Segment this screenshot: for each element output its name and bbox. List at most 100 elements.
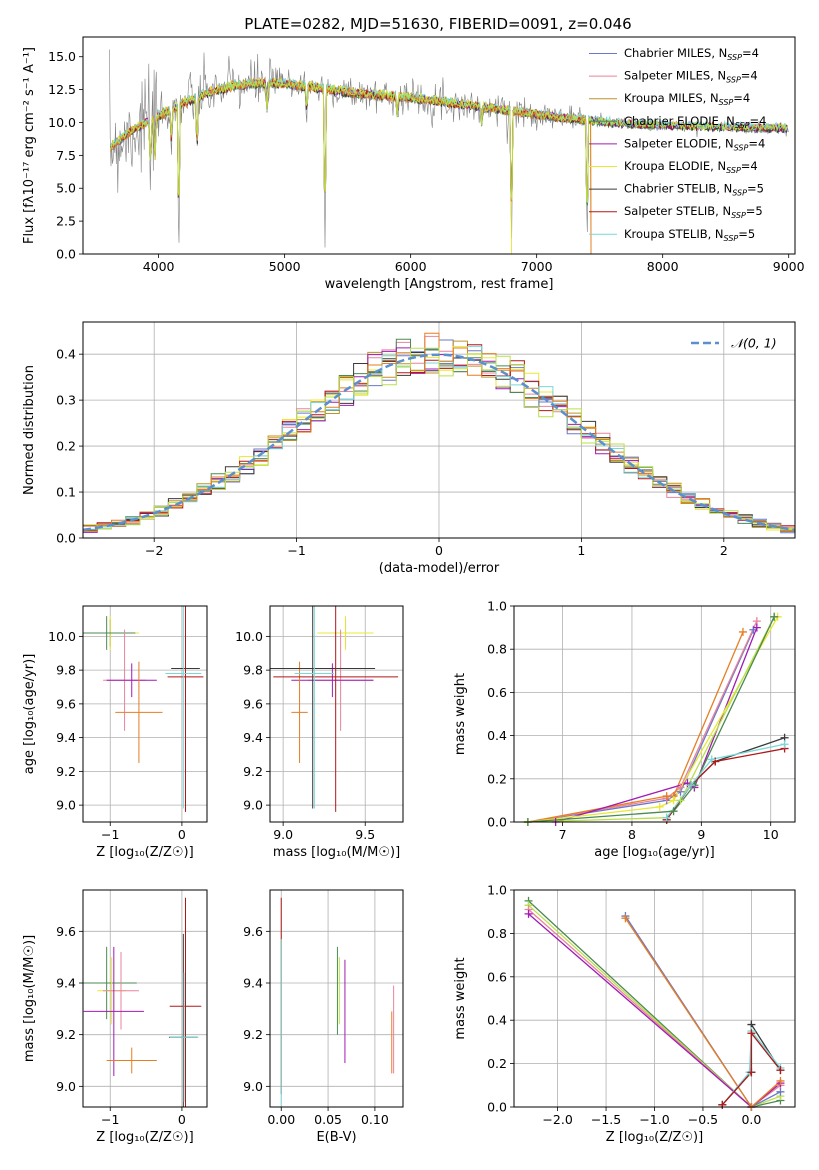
x-tick-label: 7: [559, 827, 567, 842]
y-tick-label: 9.0: [243, 798, 263, 813]
series-line-chabrier_miles: [624, 915, 781, 1107]
y-tick-label: 0.2: [487, 1056, 507, 1071]
series-line-yellowgreen: [527, 616, 775, 822]
series-line-salpeter_elodie: [555, 627, 758, 822]
marker-kroupa_stelib: [707, 755, 716, 764]
x-axis-label: Z [log₁₀(Z/Z☉)]: [606, 1130, 703, 1145]
legend-label: Kroupa ELODIE, NSSP=4: [624, 159, 758, 175]
y-tick-label: 0.8: [487, 642, 507, 657]
marker-salpeter_stelib: [776, 1066, 785, 1075]
marker-salpeter_miles: [676, 783, 685, 792]
x-axis-label: Z [log₁₀(Z/Z☉)]: [96, 1130, 193, 1145]
y-tick-label: 15.0: [48, 49, 76, 64]
x-tick-label: 9: [697, 827, 705, 842]
y-tick-label: 7.5: [56, 148, 76, 163]
axes-frame: [513, 889, 796, 1108]
y-axis-label: Normed distribution: [22, 365, 37, 495]
legend-label: Kroupa MILES, NSSP=4: [624, 91, 750, 107]
x-tick-label: 2: [720, 543, 728, 558]
y-tick-label: 9.6: [243, 696, 263, 711]
legend-label: Kroupa STELIB, NSSP=5: [624, 227, 755, 243]
plot-area: [280, 897, 395, 1107]
histogram-yellowgreen: [83, 347, 795, 530]
x-tick-label: 8: [628, 827, 636, 842]
panel-mass_vs_Z: −1 0 9.0 9.2 9.4 9.6 Z [log₁₀(Z/Z☉)] mass [log₁…: [22, 889, 208, 1145]
x-tick-label: −1.0: [639, 1112, 669, 1127]
axes-frame: [82, 321, 796, 539]
panel-weight_vs_Z: −2.0 −1.5 −1.0 −0.5 0.0 0.0 0.2 0.4 0.6 0.8 1.0 Z […: [453, 883, 796, 1145]
marker-chabrier_elodie: [669, 807, 678, 816]
y-tick-label: 0.0: [487, 815, 507, 830]
y-tick-label: 9.4: [243, 976, 263, 991]
y-tick-label: 9.8: [243, 663, 263, 678]
marker-orange: [662, 792, 671, 801]
axes-frame: [269, 889, 404, 1108]
y-tick-label: 0.3: [56, 393, 76, 408]
plot-area: [83, 606, 204, 812]
axes-frame: [269, 605, 404, 823]
series-line-yellowgreen: [528, 904, 781, 1107]
x-tick-label: 1: [577, 543, 585, 558]
y-axis-label: mass [log₁₀(M/M☉)]: [22, 935, 37, 1062]
series-line-orange: [624, 917, 781, 1107]
y-tick-label: 9.2: [56, 764, 76, 779]
x-tick-label: 5000: [269, 259, 301, 274]
marker-kroupa_stelib: [662, 813, 671, 822]
y-tick-label: 0.4: [56, 347, 76, 362]
y-axis-label: mass weight: [453, 673, 468, 755]
panel-age_vs_mass: 9.0 9.5 9.0 9.2 9.4 9.6 9.8 10.0 mass [log₁₀(M/M…: [235, 605, 404, 860]
y-tick-label: 12.5: [48, 82, 76, 97]
x-tick-label: 7000: [521, 259, 553, 274]
y-tick-label: 9.6: [243, 924, 263, 939]
marker-kroupa_elodie: [655, 802, 664, 811]
marker-kroupa_elodie: [669, 796, 678, 805]
legend-label: Salpeter ELODIE, NSSP=4: [624, 136, 765, 152]
plot-area: [527, 616, 785, 822]
legend: Chabrier MILES, NSSP=4 Salpeter MILES, NS…: [589, 46, 766, 243]
y-tick-label: 10.0: [235, 629, 263, 644]
x-axis-label: age [log₁₀(age/yr)]: [594, 845, 715, 860]
y-tick-label: 9.6: [56, 924, 76, 939]
y-tick-label: 0.6: [487, 685, 507, 700]
y-tick-label: 9.0: [243, 1079, 263, 1094]
y-tick-label: 9.0: [56, 1079, 76, 1094]
axes-frame: [513, 605, 796, 823]
axes-frame: [82, 36, 796, 255]
marker-salpeter_elodie: [752, 623, 761, 632]
x-tick-label: −2.0: [542, 1112, 572, 1127]
x-tick-label: 0.10: [361, 1112, 389, 1127]
marker-kroupa_stelib: [780, 740, 789, 749]
x-tick-label: 9000: [773, 259, 805, 274]
y-axis-label: Flux [fλ10⁻¹⁷ erg cm⁻² s⁻¹ A⁻¹]: [22, 47, 37, 244]
panel-residuals: −2 −1 0 1 2 0.0 0.1 0.2 0.3 0.4 (data-model)/error…: [22, 321, 796, 576]
x-tick-label: 0.05: [314, 1112, 342, 1127]
y-tick-label: 9.6: [56, 696, 76, 711]
y-tick-label: 9.2: [56, 1027, 76, 1042]
legend-label: Salpeter MILES, NSSP=4: [624, 69, 758, 85]
y-tick-label: 9.4: [243, 730, 263, 745]
x-axis-label: mass [log₁₀(M/M☉)]: [273, 845, 400, 860]
y-tick-label: 9.0: [56, 798, 76, 813]
panel-weight_vs_age: 7 8 9 10 0.0 0.2 0.4 0.6 0.8 1.0 age [log₁₀(age/yr…: [453, 599, 796, 860]
y-tick-label: 0.2: [487, 771, 507, 786]
y-tick-label: 0.8: [487, 926, 507, 941]
y-tick-label: 1.0: [487, 883, 507, 898]
y-tick-label: 0.0: [56, 531, 76, 546]
x-tick-label: 0: [435, 543, 443, 558]
y-tick-label: 9.2: [243, 764, 263, 779]
x-tick-label: −1: [101, 1112, 119, 1127]
x-tick-label: −1: [101, 827, 119, 842]
y-tick-label: 0.2: [56, 439, 76, 454]
marker-orange: [621, 914, 630, 923]
y-tick-label: 9.4: [56, 730, 76, 745]
y-tick-label: 0.1: [56, 485, 76, 500]
x-tick-label: −1: [287, 543, 305, 558]
y-tick-label: 0.4: [487, 1013, 507, 1028]
model-spectrum-chabrier_stelib: [110, 78, 788, 201]
x-tick-label: −2: [145, 543, 163, 558]
axes-frame: [82, 605, 208, 823]
series-line-chabrier_miles: [527, 629, 754, 822]
x-tick-label: 0: [178, 1112, 186, 1127]
x-tick-label: 0.00: [267, 1112, 295, 1127]
